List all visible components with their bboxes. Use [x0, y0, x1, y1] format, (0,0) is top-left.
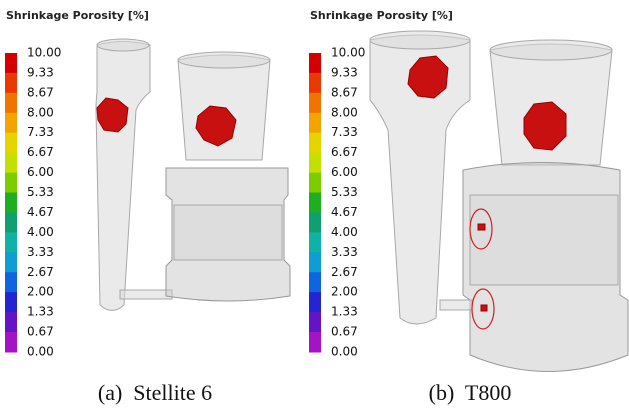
colorbar-title: Shrinkage Porosity [%] [6, 9, 149, 22]
colorbar-label: 2.67 [27, 265, 54, 279]
colorbar-segment [309, 93, 321, 113]
colorbar-segment [309, 232, 321, 252]
colorbar-label: 2.00 [331, 285, 358, 299]
colorbar-segment [309, 272, 321, 292]
colorbar-label: 6.67 [27, 145, 54, 159]
colorbar-label: 1.33 [27, 305, 54, 319]
colorbar-label: 4.00 [27, 225, 54, 239]
colorbar-label: 9.33 [27, 65, 54, 79]
colorbar-segment [309, 252, 321, 272]
colorbar-label: 5.33 [27, 185, 54, 199]
colorbar-label: 0.67 [27, 325, 54, 339]
colorbar-segment [5, 292, 17, 312]
colorbar-label: 2.67 [331, 265, 358, 279]
casting-model-a [96, 39, 290, 311]
colorbar-label: 8.67 [27, 85, 54, 99]
colorbar-label: 3.33 [27, 245, 54, 259]
colorbar-segment [309, 153, 321, 173]
caption: (a) Stellite 6 [98, 380, 212, 405]
porosity-blob [524, 102, 566, 150]
colorbar-title: Shrinkage Porosity [%] [310, 9, 453, 22]
colorbar-segment [309, 212, 321, 232]
porosity-spot [481, 305, 487, 311]
colorbar-segment [5, 113, 17, 133]
caption: (b) T800 [429, 380, 512, 405]
colorbar-segment [5, 272, 17, 292]
colorbar-label: 6.00 [331, 165, 358, 179]
colorbar-segment [309, 173, 321, 193]
colorbar-segment [309, 133, 321, 153]
colorbar-label: 6.00 [27, 165, 54, 179]
casting-model-b [370, 31, 628, 372]
colorbar-label: 0.00 [27, 345, 54, 359]
colorbar-segment [5, 312, 17, 332]
colorbar-segment [5, 133, 17, 153]
colorbar-segment [309, 312, 321, 332]
colorbar-segment [309, 292, 321, 312]
colorbar-label: 8.00 [27, 105, 54, 119]
colorbar-segment [5, 332, 17, 352]
colorbar-label: 5.33 [331, 185, 358, 199]
colorbar-segment [309, 113, 321, 133]
colorbar-label: 8.67 [331, 85, 358, 99]
figure: Shrinkage Porosity [%] 10.00 9.33 8.67 8.00 7… [0, 0, 629, 412]
colorbar-label: 7.33 [331, 125, 358, 139]
colorbar-label: 4.00 [331, 225, 358, 239]
colorbar-segment [309, 73, 321, 93]
colorbar-label: 9.33 [331, 65, 358, 79]
colorbar-segment [5, 53, 17, 73]
colorbar-segment [309, 53, 321, 73]
porosity-spot [478, 224, 485, 230]
colorbar-label: 6.67 [331, 145, 358, 159]
colorbar-segment [5, 73, 17, 93]
colorbar-segment [309, 332, 321, 352]
colorbar-segment [5, 153, 17, 173]
colorbar-label: 7.33 [27, 125, 54, 139]
colorbar-segment [5, 93, 17, 113]
colorbar-segment [309, 193, 321, 213]
colorbar-label: 4.67 [27, 205, 54, 219]
colorbar-segment [5, 232, 17, 252]
colorbar-label: 4.67 [331, 205, 358, 219]
colorbar-label: 10.00 [331, 46, 365, 60]
colorbar-label: 2.00 [27, 285, 54, 299]
colorbar-label: 0.67 [331, 325, 358, 339]
colorbar-segment [5, 252, 17, 272]
colorbar-segment [5, 173, 17, 193]
colorbar-label: 1.33 [331, 305, 358, 319]
colorbar-segment [5, 193, 17, 213]
colorbar-label: 10.00 [27, 46, 61, 60]
colorbar-segment [5, 212, 17, 232]
colorbar-label: 8.00 [331, 105, 358, 119]
colorbar-label: 3.33 [331, 245, 358, 259]
colorbar-label: 0.00 [331, 345, 358, 359]
